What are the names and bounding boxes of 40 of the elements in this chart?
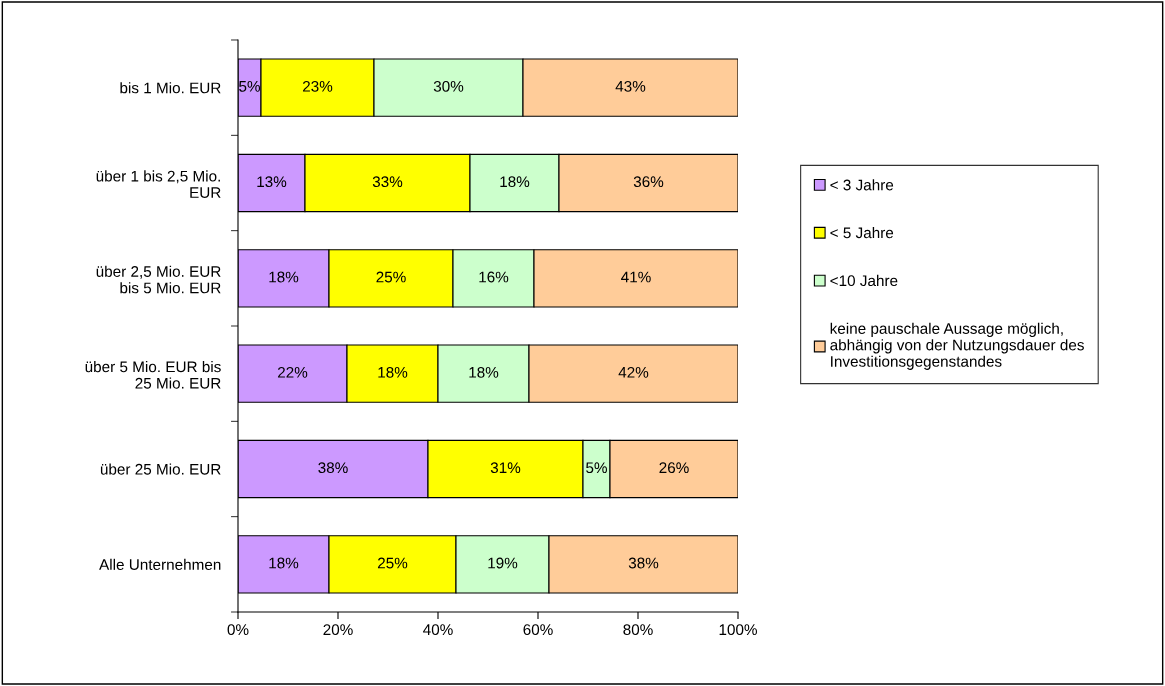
y-tick-label: über 1 bis 2,5 Mio. EUR [96,170,221,199]
legend-label: <10 Jahre [830,274,898,287]
x-tick-label: 0% [227,624,249,636]
legend-label: < 5 Jahre [830,227,894,239]
x-tick-label: 20% [323,624,353,636]
data-label: 43% [615,80,646,92]
y-tick-label: über 25 Mio. EUR [100,463,221,475]
y-tick-label: bis 1 Mio. EUR [120,82,221,94]
data-label: 41% [621,271,651,283]
data-label: 38% [318,462,348,474]
data-label: 18% [378,366,408,378]
x-tick-label: 100% [719,624,757,636]
data-label: 13% [257,176,287,188]
data-label: 30% [433,80,464,92]
y-tick-label: Alle Unternehmen [99,558,221,571]
data-label: 42% [618,366,649,378]
data-label: 26% [659,462,689,474]
data-label: 23% [302,80,333,92]
data-label: 36% [633,176,664,188]
data-label: 25% [376,271,406,283]
data-label: 5% [586,462,607,474]
data-label: 18% [269,271,299,283]
legend-label: keine pauschale Aussage möglich, abhängig von der Nutzungsdauer des Investitionsgegenstandes [830,322,1084,370]
data-label: 22% [277,366,308,378]
data-label: 19% [488,557,518,569]
legend-label: < 3 Jahre [830,179,894,191]
y-tick-label: über 2,5 Mio. EUR bis 5 Mio. EUR [96,265,221,294]
data-label: 18% [500,176,530,188]
x-tick-label: 40% [423,624,453,636]
data-label: 25% [377,557,408,569]
data-label: 18% [469,366,499,378]
data-label: 16% [479,271,509,283]
x-tick-label: 60% [523,624,553,636]
data-label: 5% [239,81,260,92]
y-tick-label: über 5 Mio. EUR bis 25 Mio. EUR [85,361,221,389]
data-label: 38% [628,557,659,569]
x-tick-label: 80% [623,624,653,636]
data-label: 33% [372,176,403,188]
data-label: 31% [490,462,521,474]
data-label: 18% [269,557,299,569]
